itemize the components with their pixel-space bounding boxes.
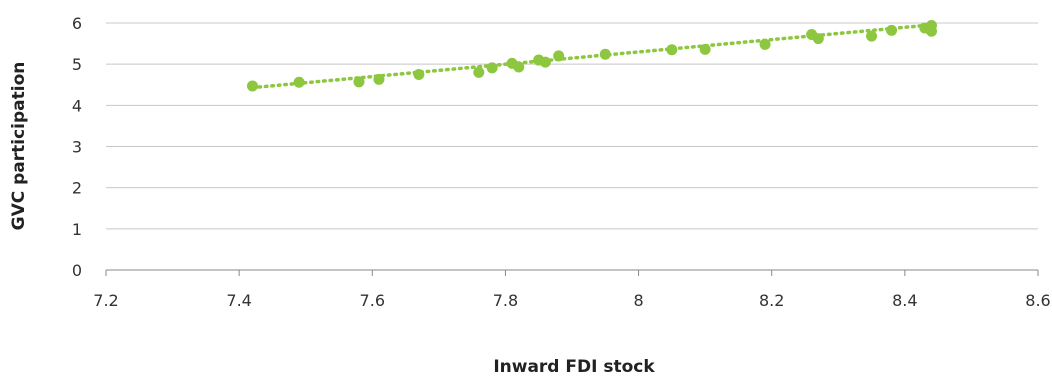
data-point [886,24,898,36]
data-point [413,68,425,80]
data-point [293,76,305,88]
x-tick-label: 8.6 [1025,291,1050,310]
x-tick-label: 8 [633,291,643,310]
data-point [699,43,711,55]
data-point [866,30,878,42]
y-tick-label: 1 [72,220,82,239]
data-point [539,56,551,68]
y-tick-label: 5 [72,55,82,74]
x-tick-label: 7.8 [493,291,518,310]
y-axis-title: GVC participation [9,62,29,231]
x-axis-title: Inward FDI stock [493,357,655,377]
data-point [473,66,485,78]
data-point [486,62,498,74]
data-point [925,19,937,31]
trendline [250,22,940,90]
tick-labels: 0 1 2 3 4 5 6 7.2 7.4 7.6 7.8 8 8.2 8.4 8.6 [72,14,1051,310]
x-tick-label: 7.2 [93,291,118,310]
x-tick-label: 7.4 [226,291,251,310]
data-point [599,48,611,60]
x-tick-label: 7.6 [360,291,385,310]
data-point [246,80,258,92]
data-point [513,61,525,73]
trendline-group [250,22,940,90]
y-tick-label: 2 [72,179,82,198]
y-tick-label: 6 [72,14,82,33]
data-point [666,44,678,56]
data-point [759,38,771,50]
x-tick-label: 8.2 [759,291,784,310]
data-point [353,76,365,88]
x-tick-label: 8.4 [892,291,917,310]
data-point [553,50,565,62]
y-tick-label: 3 [72,138,82,157]
y-tick-label: 4 [72,96,82,115]
data-point [812,33,824,45]
y-tick-label: 0 [72,261,82,280]
data-points [246,19,937,92]
gridlines [106,22,1038,230]
axes [105,269,1039,276]
data-point [373,73,385,85]
